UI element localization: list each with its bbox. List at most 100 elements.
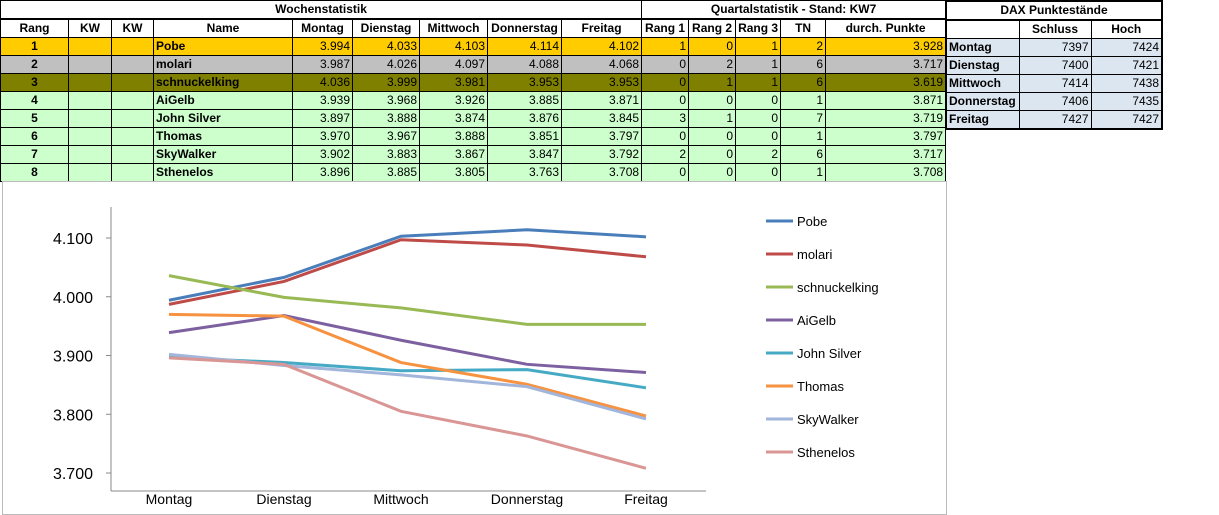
dax-cell: 7424 [1090, 38, 1163, 57]
column-header: Donnerstag [487, 18, 562, 38]
dax-cell: Mittwoch [945, 74, 1020, 93]
quarter-cell: 0 [688, 145, 737, 164]
legend-label: SkyWalker [797, 412, 859, 427]
dax-cell: Donnerstag [945, 92, 1020, 111]
day-score-cell: 3.926 [419, 91, 488, 110]
rank-cell: 2 [0, 55, 69, 74]
legend-label: AiGelb [797, 313, 836, 328]
legend-label: John Silver [797, 346, 862, 361]
day-score-cell: 3.896 [292, 163, 353, 182]
column-header: Dienstag [352, 18, 420, 38]
legend-label: Sthenelos [797, 445, 855, 460]
day-score-cell: 3.876 [487, 109, 562, 128]
legend-label: Pobe [797, 214, 827, 229]
kw-cell [111, 127, 154, 146]
quarter-cell: 0 [641, 127, 690, 146]
name-cell: SkyWalker [153, 145, 293, 164]
quarter-cell: 3.797 [825, 127, 947, 146]
kw-cell [111, 55, 154, 74]
y-tick-label: 4.100 [53, 231, 93, 248]
quarter-cell: 2 [688, 55, 737, 74]
legend-label: Thomas [797, 379, 844, 394]
series-line-thomas [168, 312, 647, 418]
name-cell: schnuckelking [153, 73, 293, 92]
day-score-cell: 3.970 [292, 127, 353, 146]
quarter-cell: 1 [641, 37, 690, 56]
column-header: Freitag [560, 18, 643, 38]
day-score-cell: 4.068 [560, 55, 643, 74]
quarter-cell: 6 [780, 55, 827, 74]
day-score-cell: 3.967 [352, 127, 420, 146]
day-score-cell: 3.805 [419, 163, 488, 182]
day-score-cell: 3.845 [560, 109, 643, 128]
y-tick-label: 3.900 [53, 349, 93, 366]
rank-cell: 5 [0, 109, 69, 128]
dax-cell: Dienstag [945, 56, 1020, 75]
quarter-cell: 1 [688, 73, 737, 92]
quarter-cell: 3.717 [825, 55, 947, 74]
statistics-table: Wochenstatistik Quartalstatistik - Stand:… [0, 0, 947, 182]
quarter-cell: 7 [780, 109, 827, 128]
table-row: 2 molari 3.987 4.026 4.097 4.088 4.068 0 2 1 6 3.71… [0, 55, 947, 74]
quarter-cell: 0 [735, 109, 782, 128]
day-score-cell: 3.763 [487, 163, 562, 182]
quarter-cell: 3.708 [825, 163, 947, 182]
dax-row: Montag 7397 7424 [945, 38, 1163, 57]
y-tick-label: 3.700 [53, 466, 93, 483]
quarter-title: Quartalstatistik - Stand: KW7 [641, 0, 947, 20]
dax-cell: 7427 [1018, 110, 1092, 130]
dax-cell: 7400 [1018, 56, 1092, 75]
quarter-cell: 0 [688, 127, 737, 146]
rank-cell: 8 [0, 163, 69, 182]
series-line-aigelb [168, 314, 647, 375]
day-score-cell: 3.871 [560, 91, 643, 110]
day-score-cell: 4.114 [487, 37, 562, 56]
day-score-cell: 3.953 [560, 73, 643, 92]
dax-row: Mittwoch 7414 7438 [945, 74, 1163, 93]
day-score-cell: 4.103 [419, 37, 488, 56]
day-score-cell: 4.033 [352, 37, 420, 56]
quarter-cell: 0 [688, 37, 737, 56]
quarter-cell: 3 [641, 109, 690, 128]
quarter-cell: 1 [780, 91, 827, 110]
kw-cell [68, 55, 112, 74]
quarter-cell: 0 [641, 163, 690, 182]
column-header: KW [111, 18, 154, 38]
day-score-cell: 4.097 [419, 55, 488, 74]
quarter-cell: 1 [780, 163, 827, 182]
x-tick-label: Donnerstag [491, 491, 563, 507]
quarter-cell: 1 [688, 109, 737, 128]
rank-cell: 4 [0, 91, 69, 110]
dax-cell: Freitag [945, 110, 1020, 130]
kw-cell [68, 109, 112, 128]
quarter-cell: 3.928 [825, 37, 947, 56]
day-score-cell: 3.953 [487, 73, 562, 92]
quarter-cell: 1 [735, 73, 782, 92]
kw-cell [111, 73, 154, 92]
table-row: 5 John Silver 3.897 3.888 3.874 3.876 3.845 3 1 0… [0, 109, 947, 128]
day-score-cell: 4.036 [292, 73, 353, 92]
legend-label: molari [797, 247, 833, 262]
series-line-pobe [168, 228, 647, 302]
quarter-cell: 0 [735, 127, 782, 146]
series-line-schnuckelking [168, 274, 646, 326]
dax-cell: 7406 [1018, 92, 1092, 111]
y-tick-label: 3.800 [53, 407, 93, 424]
dax-title: DAX Punktestände [945, 1, 1163, 21]
day-score-cell: 3.999 [352, 73, 420, 92]
quarter-cell: 0 [688, 163, 737, 182]
quarter-cell: 1 [735, 55, 782, 74]
day-score-cell: 4.088 [487, 55, 562, 74]
quarter-cell: 0 [641, 73, 690, 92]
quarter-cell: 0 [641, 55, 690, 74]
name-cell: Sthenelos [153, 163, 293, 182]
day-score-cell: 3.883 [352, 145, 420, 164]
day-score-cell: 3.792 [560, 145, 643, 164]
header-row: Rang KW KW Name Montag Dienstag Mittwoch Donner… [0, 18, 947, 38]
name-cell: molari [153, 55, 293, 74]
day-score-cell: 3.851 [487, 127, 562, 146]
kw-cell [111, 163, 154, 182]
name-cell: John Silver [153, 109, 293, 128]
day-score-cell: 3.968 [352, 91, 420, 110]
column-header: Mittwoch [419, 18, 488, 38]
